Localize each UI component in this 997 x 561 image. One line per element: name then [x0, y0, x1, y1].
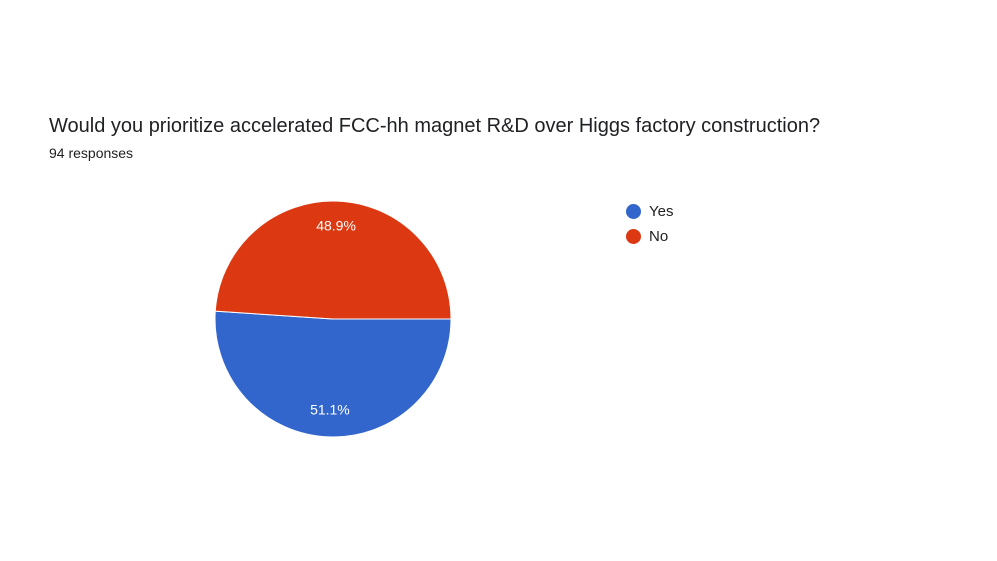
pie-slice-yes[interactable]	[214, 310, 452, 438]
question-title: Would you prioritize accelerated FCC-hh …	[49, 115, 821, 137]
pie-label-yes: 51.1%	[310, 402, 350, 418]
pie-labels: 51.1% 48.9%	[310, 218, 356, 418]
legend-label-no: No	[649, 228, 669, 245]
legend-label-yes: Yes	[649, 203, 674, 220]
legend-item-no[interactable]: No	[626, 224, 673, 249]
pie-slices	[214, 200, 452, 438]
pie-label-no: 48.9%	[316, 218, 356, 234]
pie-slice-no[interactable]	[214, 200, 452, 320]
legend-swatch-yes	[626, 204, 641, 219]
legend-item-yes[interactable]: Yes	[626, 199, 673, 224]
response-count: 94 responses	[49, 145, 134, 161]
legend: Yes No	[626, 199, 673, 249]
legend-swatch-no	[626, 229, 641, 244]
